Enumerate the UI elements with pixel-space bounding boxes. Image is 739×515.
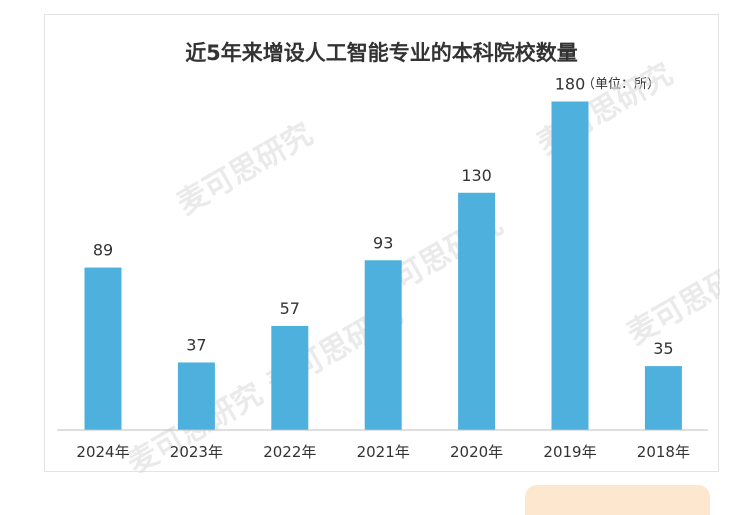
bar-2018年 bbox=[644, 366, 682, 430]
x-tick-label: 2023年 bbox=[170, 443, 223, 461]
chart-title: 近5年来增设人工智能专业的本科院校数量 bbox=[185, 41, 578, 65]
bar-2024年 bbox=[84, 267, 122, 430]
x-tick-label: 2024年 bbox=[76, 443, 129, 461]
watermark-text: 麦可思研究 bbox=[622, 247, 721, 352]
x-tick-label: 2021年 bbox=[357, 443, 410, 461]
x-tick-labels: 2024年 2023年 2022年 2021年 2020年 2019年 2018年 bbox=[76, 443, 690, 461]
unit-label: （单位：所） bbox=[581, 77, 660, 92]
bars: 89 37 57 93 130 180 35 bbox=[84, 75, 682, 430]
x-tick-label: 2022年 bbox=[263, 443, 316, 461]
data-label: 35 bbox=[653, 339, 673, 358]
bar-2020年 bbox=[458, 192, 496, 430]
watermark-text: 麦可思研究 bbox=[172, 117, 319, 222]
chart-card: 近5年来增设人工智能专业的本科院校数量 （单位：所） 麦可思研究 麦可思研究 麦可思… bbox=[44, 14, 721, 473]
bar-2022年 bbox=[271, 325, 309, 430]
data-label: 57 bbox=[280, 299, 300, 318]
x-tick-label: 2018年 bbox=[637, 443, 690, 461]
x-tick-label: 2020年 bbox=[450, 443, 503, 461]
bar-2023年 bbox=[177, 362, 215, 430]
data-label: 130 bbox=[461, 166, 492, 185]
bar-2019年 bbox=[551, 101, 589, 430]
data-label: 93 bbox=[373, 233, 393, 252]
bar-2021年 bbox=[364, 260, 402, 430]
bottom-tab[interactable] bbox=[525, 485, 710, 515]
data-label: 37 bbox=[186, 335, 206, 354]
bar-chart: 麦可思研究麦可思研究麦可思研究麦可思研究麦可思研究麦可思研究 893757931… bbox=[57, 57, 721, 473]
data-label: 180 bbox=[555, 75, 586, 94]
x-tick-label: 2019年 bbox=[543, 443, 596, 461]
data-label: 89 bbox=[93, 241, 113, 260]
